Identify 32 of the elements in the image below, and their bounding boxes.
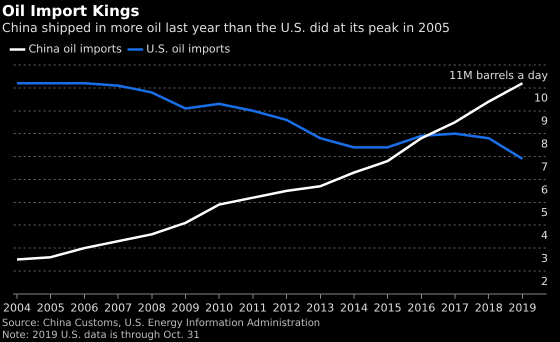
x-tick-label: 2016 (407, 301, 436, 314)
y-tick-label: 6 (541, 183, 548, 196)
x-tick-label: 2008 (138, 301, 166, 314)
chart-title: Oil Import Kings (2, 2, 140, 20)
y-tick-label: 7 (541, 160, 548, 174)
x-tick-label: 2017 (441, 301, 470, 314)
x-tick-label: 2018 (474, 301, 503, 314)
y-tick-label: 8 (541, 138, 548, 150)
x-tick-label: 2015 (374, 301, 402, 314)
legend-label: U.S. oil imports (146, 42, 230, 56)
y-tick-label: 11M barrels a day (449, 68, 548, 82)
source-note: Source: China Customs, U.S. Energy Information Administration (2, 318, 322, 330)
legend-label: China oil imports (28, 42, 122, 56)
x-tick-label: 2013 (306, 301, 334, 314)
y-tick-label: 10 (534, 92, 548, 105)
x-tick-label: 2014 (340, 301, 368, 314)
x-tick-label: 2009 (171, 301, 200, 314)
y-tick-label: 2 (541, 274, 548, 288)
x-tick-label: 2005 (36, 301, 65, 314)
y-tick-label: 5 (541, 206, 548, 220)
y-tick-label: 3 (541, 252, 548, 265)
chart-subtitle: China shipped in more oil last year than the U.S. did at its peak in 2005 (2, 20, 451, 36)
y-tick-label: 9 (541, 114, 548, 128)
x-tick-label: 2006 (70, 301, 98, 314)
text: Note: 2019 U.S. data is through Oct. 31 (2, 330, 201, 342)
x-tick-label: 2019 (508, 301, 536, 314)
x-tick-label: 2011 (238, 301, 267, 314)
x-tick-label: 2007 (104, 301, 132, 314)
y-tick-label: 4 (541, 229, 548, 242)
x-tick-label: 2010 (205, 301, 234, 314)
x-tick-label: 2004 (3, 301, 32, 314)
x-tick-label: 2012 (272, 301, 301, 314)
